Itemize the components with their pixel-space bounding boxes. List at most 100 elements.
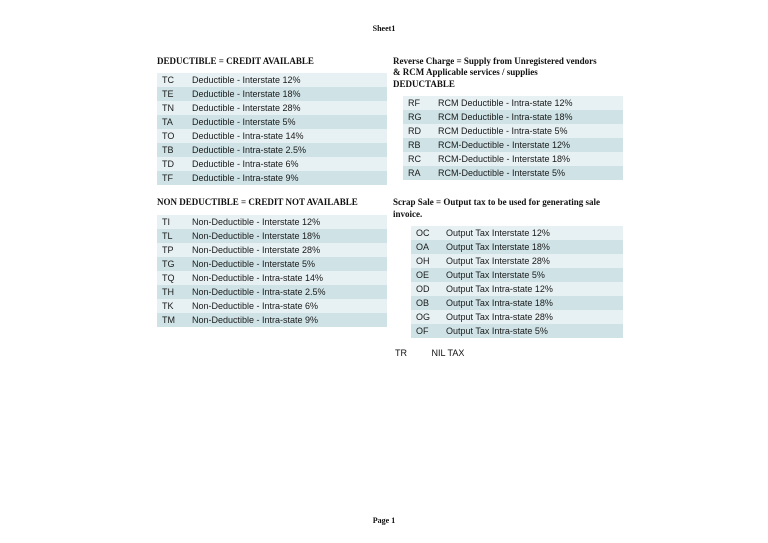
code-cell: TL [157, 229, 187, 243]
desc-cell: Non-Deductible - Intra-state 14% [187, 271, 387, 285]
desc-cell: Deductible - Interstate 12% [187, 73, 387, 87]
content-grid: DEDUCTIBLE = CREDIT AVAILABLE TCDeductib… [157, 56, 623, 358]
table-row: OCOutput Tax Interstate 12% [411, 226, 623, 240]
table-row: TEDeductible - Interstate 18% [157, 87, 387, 101]
desc-cell: Output Tax Interstate 5% [441, 268, 623, 282]
code-cell: OD [411, 282, 441, 296]
desc-cell: Non-Deductible - Interstate 18% [187, 229, 387, 243]
table-row: TINon-Deductible - Interstate 12% [157, 215, 387, 229]
table-row: TDDeductible - Intra-state 6% [157, 157, 387, 171]
desc-cell: Non-Deductible - Intra-state 6% [187, 299, 387, 313]
code-cell: TK [157, 299, 187, 313]
table-reverse-charge: RFRCM Deductible - Intra-state 12%RGRCM … [403, 96, 623, 180]
rc-title-line2: DEDUCTABLE [393, 79, 455, 89]
desc-cell: Deductible - Intra-state 6% [187, 157, 387, 171]
desc-cell: RCM-Deductible - Interstate 5% [433, 166, 623, 180]
table-row: TODeductible - Intra-state 14% [157, 129, 387, 143]
code-cell: OA [411, 240, 441, 254]
section-deductible: DEDUCTIBLE = CREDIT AVAILABLE TCDeductib… [157, 56, 387, 189]
code-cell: RF [403, 96, 433, 110]
table-row: TQNon-Deductible - Intra-state 14% [157, 271, 387, 285]
desc-cell: Output Tax Intra-state 12% [441, 282, 623, 296]
code-cell: RG [403, 110, 433, 124]
table-row: RFRCM Deductible - Intra-state 12% [403, 96, 623, 110]
desc-cell: RCM Deductible - Intra-state 18% [433, 110, 623, 124]
code-cell: TO [157, 129, 187, 143]
table-deductible: TCDeductible - Interstate 12%TEDeductibl… [157, 73, 387, 185]
desc-cell: Output Tax Intra-state 5% [441, 324, 623, 338]
desc-cell: Deductible - Interstate 5% [187, 115, 387, 129]
table-row: TCDeductible - Interstate 12% [157, 73, 387, 87]
code-cell: TH [157, 285, 187, 299]
desc-cell: Non-Deductible - Interstate 12% [187, 215, 387, 229]
table-row: RGRCM Deductible - Intra-state 18% [403, 110, 623, 124]
section-title-deductible: DEDUCTIBLE = CREDIT AVAILABLE [157, 56, 367, 67]
footer: Page 1 [0, 516, 768, 525]
table-row: RBRCM-Deductible - Interstate 12% [403, 138, 623, 152]
desc-cell: Output Tax Intra-state 28% [441, 310, 623, 324]
code-cell: RC [403, 152, 433, 166]
code-cell: TP [157, 243, 187, 257]
code-cell: OB [411, 296, 441, 310]
desc-cell: Output Tax Interstate 12% [441, 226, 623, 240]
table-row: RDRCM Deductible - Intra-state 5% [403, 124, 623, 138]
table-row: OFOutput Tax Intra-state 5% [411, 324, 623, 338]
table-row: RCRCM-Deductible - Interstate 18% [403, 152, 623, 166]
desc-cell: Deductible - Interstate 28% [187, 101, 387, 115]
section-scrap-sale: Scrap Sale = Output tax to be used for g… [393, 197, 623, 358]
code-cell: OG [411, 310, 441, 324]
desc-cell: RCM-Deductible - Interstate 12% [433, 138, 623, 152]
table-scrap-sale: OCOutput Tax Interstate 12%OAOutput Tax … [411, 226, 623, 338]
code-cell: RA [403, 166, 433, 180]
table-row: OEOutput Tax Interstate 5% [411, 268, 623, 282]
table-row: OBOutput Tax Intra-state 18% [411, 296, 623, 310]
desc-cell: RCM Deductible - Intra-state 5% [433, 124, 623, 138]
table-row: OHOutput Tax Interstate 28% [411, 254, 623, 268]
table-row: ODOutput Tax Intra-state 12% [411, 282, 623, 296]
table-row: TLNon-Deductible - Interstate 18% [157, 229, 387, 243]
code-cell: TE [157, 87, 187, 101]
code-cell: OC [411, 226, 441, 240]
table-row: OGOutput Tax Intra-state 28% [411, 310, 623, 324]
desc-cell: RCM-Deductible - Interstate 18% [433, 152, 623, 166]
code-cell: OF [411, 324, 441, 338]
table-row: TKNon-Deductible - Intra-state 6% [157, 299, 387, 313]
section-title-scrap-sale: Scrap Sale = Output tax to be used for g… [393, 197, 603, 220]
desc-cell: Deductible - Intra-state 2.5% [187, 143, 387, 157]
nil-tax-code: TR [395, 348, 429, 358]
desc-cell: Non-Deductible - Interstate 28% [187, 243, 387, 257]
code-cell: TI [157, 215, 187, 229]
code-cell: TA [157, 115, 187, 129]
code-cell: TB [157, 143, 187, 157]
section-reverse-charge: Reverse Charge = Supply from Unregistere… [393, 56, 623, 189]
table-row: THNon-Deductible - Intra-state 2.5% [157, 285, 387, 299]
table-non-deductible: TINon-Deductible - Interstate 12%TLNon-D… [157, 215, 387, 327]
table-row: TADeductible - Interstate 5% [157, 115, 387, 129]
desc-cell: Output Tax Interstate 18% [441, 240, 623, 254]
table-row: OAOutput Tax Interstate 18% [411, 240, 623, 254]
table-row: TPNon-Deductible - Interstate 28% [157, 243, 387, 257]
code-cell: TQ [157, 271, 187, 285]
code-cell: OH [411, 254, 441, 268]
code-cell: TF [157, 171, 187, 185]
desc-cell: RCM Deductible - Intra-state 12% [433, 96, 623, 110]
desc-cell: Non-Deductible - Interstate 5% [187, 257, 387, 271]
table-row: TMNon-Deductible - Intra-state 9% [157, 313, 387, 327]
desc-cell: Deductible - Intra-state 9% [187, 171, 387, 185]
desc-cell: Non-Deductible - Intra-state 9% [187, 313, 387, 327]
desc-cell: Deductible - Interstate 18% [187, 87, 387, 101]
code-cell: TC [157, 73, 187, 87]
section-title-non-deductible: NON DEDUCTIBLE = CREDIT NOT AVAILABLE [157, 197, 367, 208]
header-title: Sheet1 [0, 24, 768, 33]
table-row: TNDeductible - Interstate 28% [157, 101, 387, 115]
desc-cell: Deductible - Intra-state 14% [187, 129, 387, 143]
code-cell: OE [411, 268, 441, 282]
table-row: TBDeductible - Intra-state 2.5% [157, 143, 387, 157]
code-cell: TG [157, 257, 187, 271]
table-row: TFDeductible - Intra-state 9% [157, 171, 387, 185]
desc-cell: Output Tax Intra-state 18% [441, 296, 623, 310]
section-title-reverse-charge: Reverse Charge = Supply from Unregistere… [393, 56, 603, 90]
section-non-deductible: NON DEDUCTIBLE = CREDIT NOT AVAILABLE TI… [157, 197, 387, 358]
desc-cell: Output Tax Interstate 28% [441, 254, 623, 268]
code-cell: TD [157, 157, 187, 171]
